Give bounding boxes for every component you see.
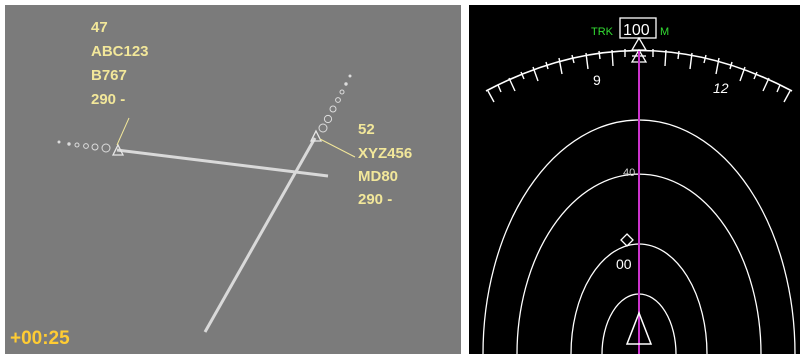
heading-readout: TRK 100 M: [591, 17, 669, 39]
aircraft-1-flight-level: 290 -: [91, 91, 125, 108]
radar-display: 47 ABC123 B767 290 - 52 XYZ456 MD80 290 …: [5, 5, 461, 354]
waypoint-label: 00: [616, 256, 632, 272]
radar-scope: 47 ABC123 B767 290 - 52 XYZ456 MD80 290 …: [10, 19, 412, 349]
aircraft-2-leader-line: [319, 138, 356, 158]
aircraft-2-data-block[interactable]: 52 XYZ456 MD80 290 -: [358, 121, 412, 208]
range-label: 40: [623, 167, 635, 179]
aircraft-2-history-trail: [318, 74, 352, 133]
elapsed-timer: +00:25: [10, 328, 70, 349]
aircraft-2-track-line: [203, 137, 317, 333]
compass-ticks: [487, 49, 791, 103]
aircraft-1-type: B767: [91, 67, 127, 84]
aircraft-2-altitude-code: 52: [358, 121, 375, 138]
aircraft-1-history-trail: [57, 140, 111, 153]
compass-label-12: 12: [713, 80, 729, 96]
aircraft-1-callsign: ABC123: [91, 43, 149, 60]
compass-label-9: 9: [593, 72, 601, 88]
nd-scope: 9 12 TRK 100 M 40 00: [482, 17, 796, 354]
aircraft-1-leader-line: [116, 117, 130, 146]
heading-reference-label: M: [660, 26, 669, 38]
aircraft-2-flight-level: 290 -: [358, 191, 392, 208]
aircraft-1-data-block[interactable]: 47 ABC123 B767 290 -: [91, 19, 149, 108]
aircraft-2-symbol[interactable]: [309, 129, 323, 142]
aircraft-2-callsign: XYZ456: [358, 145, 412, 162]
aircraft-1-altitude-code: 47: [91, 19, 108, 36]
heading-box: [619, 17, 657, 39]
track-mode-label: TRK: [591, 26, 614, 38]
navigation-display: 9 12 TRK 100 M 40 00: [469, 5, 800, 354]
own-aircraft-icon: [625, 310, 653, 345]
heading-value: 100: [623, 22, 650, 39]
waypoint-diamond-icon[interactable]: [620, 233, 634, 247]
aircraft-2-type: MD80: [358, 168, 398, 185]
aircraft-1-symbol[interactable]: [111, 143, 125, 156]
aircraft-1-track-line: [116, 148, 329, 178]
